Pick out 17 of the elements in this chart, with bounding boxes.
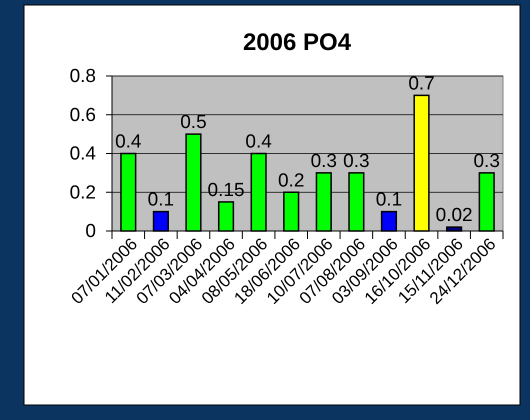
chart-title: 2006 PO4 bbox=[242, 29, 352, 56]
data-label: 0.3 bbox=[343, 150, 370, 172]
data-label: 0.4 bbox=[245, 132, 272, 152]
y-tick-label: 0.4 bbox=[70, 144, 96, 165]
data-label: 0.1 bbox=[148, 190, 174, 211]
data-label: 0.3 bbox=[473, 150, 500, 172]
data-label: 0.02 bbox=[436, 205, 473, 226]
data-label: 0.7 bbox=[408, 73, 435, 94]
data-label: 0.5 bbox=[180, 112, 207, 134]
y-tick-label: 0 bbox=[85, 221, 96, 242]
data-label: 0.4 bbox=[115, 132, 142, 152]
y-tick-label: 0.2 bbox=[70, 182, 96, 204]
y-tick-label: 0.6 bbox=[70, 104, 96, 126]
y-tick-label: 0.8 bbox=[70, 66, 96, 88]
data-label: 0.3 bbox=[310, 150, 338, 172]
data-label: 0.2 bbox=[278, 170, 304, 192]
data-label: 0.1 bbox=[376, 190, 402, 211]
